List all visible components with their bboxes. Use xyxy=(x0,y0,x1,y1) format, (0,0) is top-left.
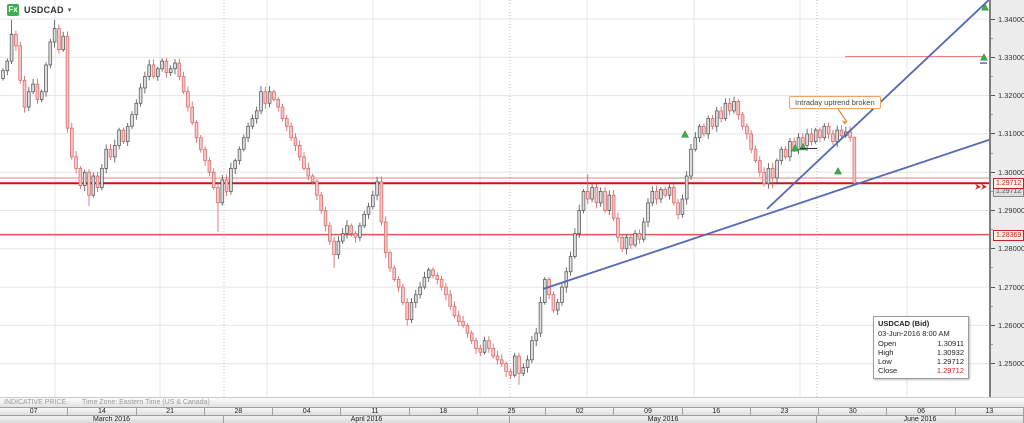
price-axis-label: 1.32000 xyxy=(998,91,1024,101)
indicative-price-text: INDICATIVE PRICE. xyxy=(4,399,69,406)
time-axis-months[interactable]: March 2016 April 2016 May 2016 June 2016 xyxy=(0,415,1024,423)
price-axis-label: 1.30000 xyxy=(998,167,1024,177)
price-level-tag[interactable]: 1.28369 xyxy=(993,229,1024,241)
price-axis-label: 1.33000 xyxy=(998,52,1024,62)
support-resistance-lines[interactable] xyxy=(0,56,990,236)
week-label: 07 xyxy=(0,408,69,415)
buy-arrow-icon xyxy=(791,144,799,152)
candles xyxy=(1,19,857,385)
tooltip-row-high: High 1.30932 xyxy=(878,348,964,357)
week-label: 02 xyxy=(546,408,615,415)
price-chart-plot[interactable] xyxy=(0,0,1024,397)
buy-arrow-icon xyxy=(834,167,842,175)
candlestick-chart[interactable] xyxy=(0,0,1024,397)
axis-tick xyxy=(991,18,995,20)
price-axis-label: 1.25000 xyxy=(998,359,1024,369)
tooltip-row-low: Low 1.29712 xyxy=(878,357,964,366)
month-label: May 2016 xyxy=(510,416,817,423)
buy-arrow-icon xyxy=(980,53,988,61)
price-axis-label: 1.34000 xyxy=(998,14,1024,24)
axis-tick xyxy=(991,95,995,97)
axis-minor-tick xyxy=(991,229,993,231)
axis-tick xyxy=(991,248,995,250)
price-axis-label: 1.26000 xyxy=(998,320,1024,330)
week-label: 09 xyxy=(614,408,683,415)
timezone-text: Time Zone: Eastern Time (US & Canada) xyxy=(82,399,210,406)
chevron-down-icon[interactable]: ▾ xyxy=(67,7,72,14)
axis-tick xyxy=(991,324,995,326)
axis-tick xyxy=(991,286,995,288)
axis-minor-tick xyxy=(991,75,993,77)
week-label: 21 xyxy=(137,408,205,415)
trade-markers xyxy=(681,3,989,190)
week-label: 25 xyxy=(478,408,547,415)
month-label: April 2016 xyxy=(224,416,510,423)
axis-minor-tick xyxy=(991,190,993,192)
axis-tick xyxy=(991,133,995,135)
week-label: 04 xyxy=(273,408,342,415)
annotation-arrow xyxy=(837,108,848,125)
month-label: March 2016 xyxy=(0,416,224,423)
price-axis-label: 1.28000 xyxy=(998,244,1024,254)
annotation-label[interactable]: Intraday uptrend broken xyxy=(789,96,881,109)
gridlines xyxy=(0,0,990,397)
indicative-price-note: INDICATIVE PRICE. Time Zone: Eastern Tim… xyxy=(0,397,1024,407)
tooltip-row-open: Open 1.30911 xyxy=(878,339,964,348)
price-axis-label: 1.27000 xyxy=(998,282,1024,292)
buy-arrow-icon xyxy=(681,130,689,138)
time-axis-weeks[interactable]: 07 14 21 28 04 11 18 25 02 09 16 23 30 06 13 xyxy=(0,407,1024,415)
price-axis-label: 1.31000 xyxy=(998,129,1024,139)
ohlc-tooltip: USDCAD (Bid) 03-Jun-2016 8:00 AM Open 1.3… xyxy=(873,316,969,379)
price-axis-label: 1.29000 xyxy=(998,206,1024,215)
axis-tick xyxy=(991,56,995,58)
week-label: 30 xyxy=(819,408,888,415)
tooltip-title: USDCAD (Bid) xyxy=(878,319,930,328)
week-label: 13 xyxy=(956,408,1024,415)
fx-instrument-icon: Fx xyxy=(7,4,19,16)
tooltip-datetime: 03-Jun-2016 8:00 AM xyxy=(878,329,950,338)
axis-tick xyxy=(991,210,995,211)
trendlines[interactable] xyxy=(542,0,1024,290)
axis-tick xyxy=(991,171,995,173)
week-label: 18 xyxy=(410,408,478,415)
axis-tick xyxy=(991,363,995,365)
price-alert-icon xyxy=(975,183,987,190)
axis-minor-tick xyxy=(991,37,993,39)
buy-arrow-icon xyxy=(981,3,989,11)
week-label: 16 xyxy=(683,408,751,415)
symbol-label: USDCAD xyxy=(24,5,64,15)
week-label: 14 xyxy=(68,408,137,415)
tooltip-row-close: Close 1.29712 xyxy=(878,366,964,375)
week-label: 28 xyxy=(205,408,274,415)
price-axis[interactable]: 1.34000 1.33000 1.32000 1.31000 1.30000 1.290… xyxy=(990,0,1024,397)
week-label: 23 xyxy=(751,408,820,415)
axis-minor-tick xyxy=(991,344,993,346)
price-level-tag[interactable]: 1.29712 xyxy=(993,178,1024,190)
symbol-selector[interactable]: Fx USDCAD ▾ xyxy=(7,4,71,16)
week-label: 11 xyxy=(341,408,410,415)
axis-minor-tick xyxy=(991,152,993,154)
axis-minor-tick xyxy=(991,305,993,307)
axis-minor-tick xyxy=(991,114,993,116)
month-label: June 2016 xyxy=(817,416,1024,423)
axis-minor-tick xyxy=(991,267,993,269)
major-uptrend-line[interactable] xyxy=(542,127,1024,290)
week-label: 06 xyxy=(887,408,956,415)
